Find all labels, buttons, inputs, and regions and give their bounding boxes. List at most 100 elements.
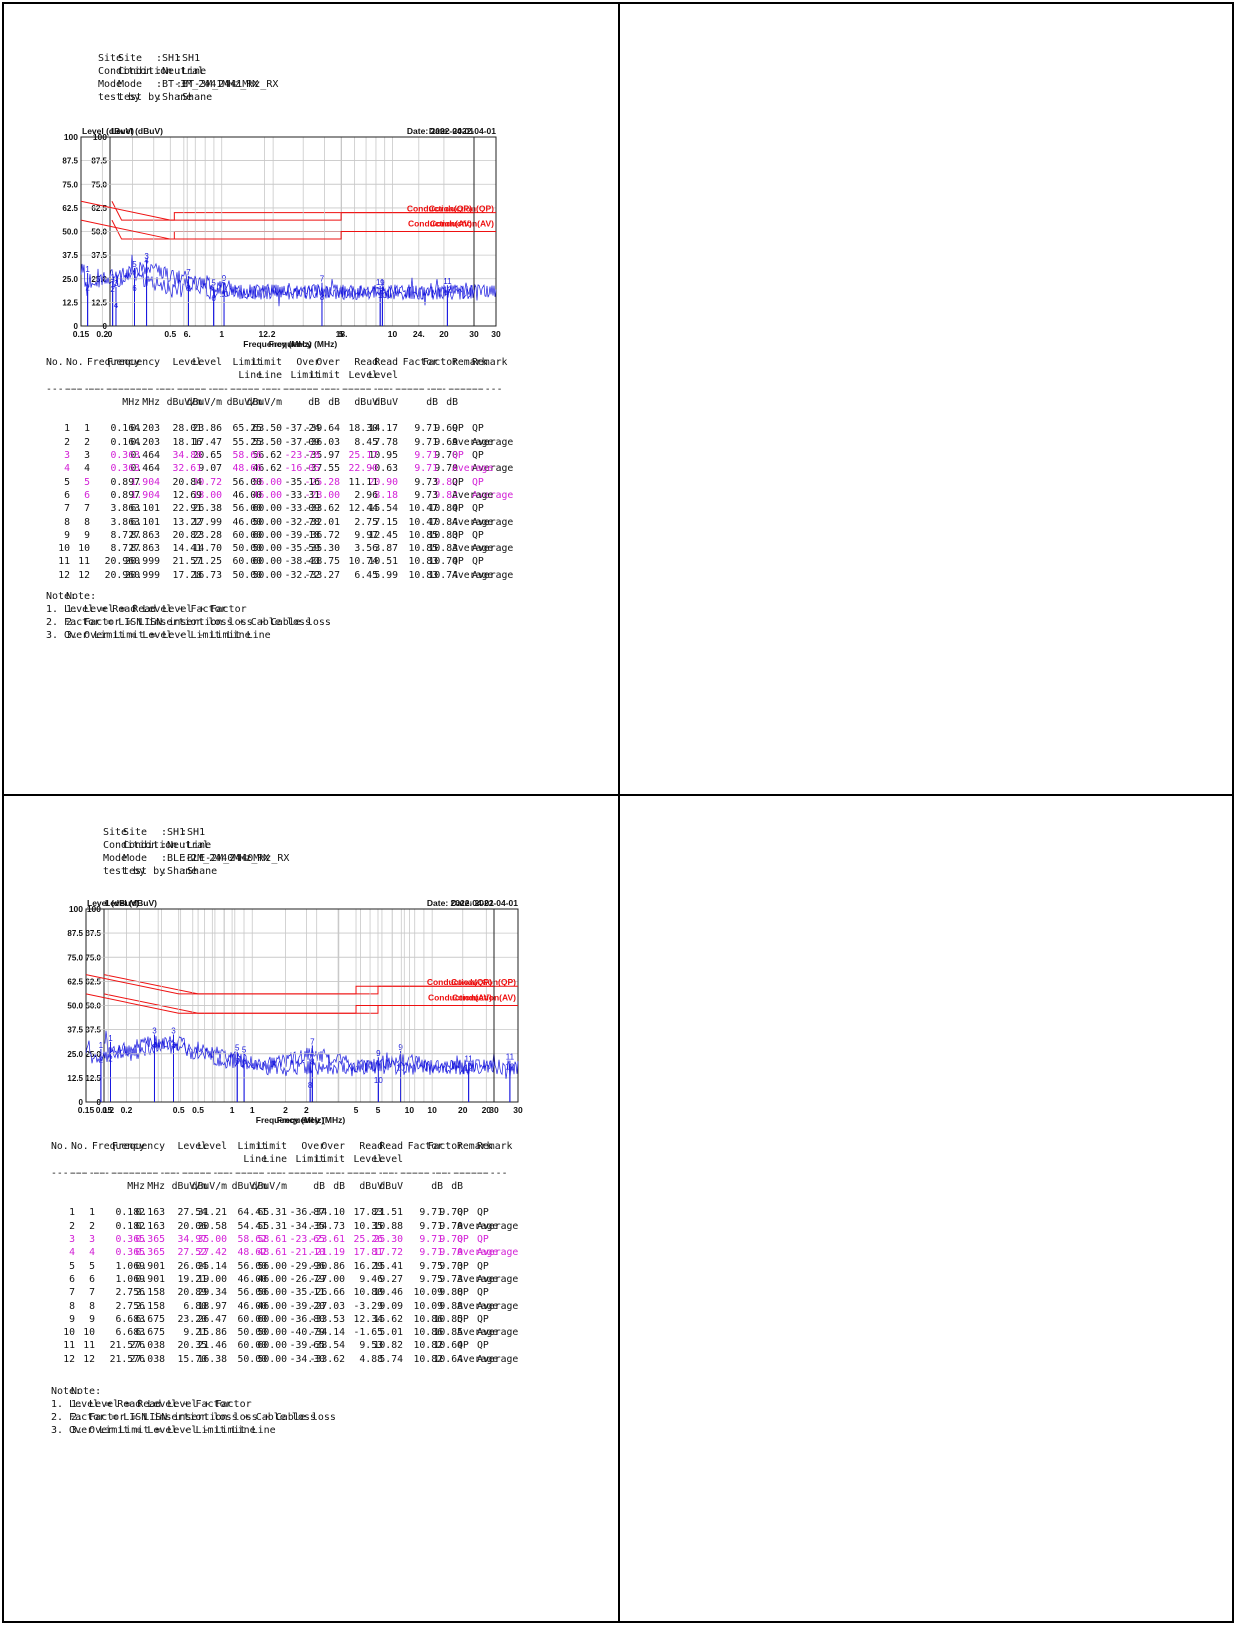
header-key: Mode [118,79,143,90]
notes: Note: 1. Level = Read Level + Factor 2. Fa… [46,590,311,642]
header-key: Mode [103,853,128,864]
table-row: 6 0.901 19.00 46.00 -27.00 9.27 9.73 Average [71,1273,533,1286]
cell-fr: 0.897 [110,476,141,488]
cell-fc: 9.70 [439,1234,463,1246]
cell-fr: 8.863 [130,529,161,541]
cell-ov: -21.10 [289,1247,325,1259]
cell-rm: Remark [457,1141,493,1152]
note-title: Note: [46,591,77,602]
header-colon: : [156,66,163,77]
cell-fc: 10.64 [433,1353,464,1365]
cell-rd: 5.74 [379,1353,403,1365]
table-header-row: No. Frequency Level Limit Over Read Factor Rema… [46,356,508,369]
cell-fr: MHz [147,1180,165,1192]
cell-lv: 14.41 [172,543,203,555]
cell-lim: 60.00 [252,503,283,515]
cell-fr: 27.038 [129,1340,165,1352]
cell-no: 8 [69,1300,75,1312]
cell-ov: -37.55 [304,463,340,475]
cell-ov: -38.54 [309,1340,345,1352]
cell-fr: 0.365 [115,1234,146,1246]
cell-rm: Remark [472,357,508,368]
cell-no: 3 [84,450,90,462]
cell-no: 7 [89,1287,95,1299]
cell-lv: 23.28 [192,529,223,541]
header-key: test by [98,92,141,103]
cell-fr: 2.158 [135,1287,166,1299]
cell-lv: 20.89 [177,1287,208,1299]
cell-rd: 14.17 [368,423,399,435]
cell-fc: 10.85 [408,529,439,541]
cell-rm: Average [472,543,514,555]
cell-ov: -36.03 [304,436,340,448]
cell-no: 3 [69,1234,75,1246]
table-row: 6 0.897 12.69 46.00 -33.31 2.96 9.73 Average [46,489,508,502]
cell-fr: 27.038 [129,1353,165,1365]
cell-rd: 9.09 [379,1300,403,1312]
table-row: 2 0.164 18.16 55.25 -37.09 8.45 9.71 Average [46,436,508,449]
cell-lv: 27.54 [177,1207,208,1219]
cell-lv: 20.82 [172,529,203,541]
cell-ov: Limit [315,1154,346,1166]
header-row-condition: Condition:Neutral [98,65,258,78]
results-table: No. Frequency Level Limit Over Read Factor Rema… [46,356,508,582]
cell-fc: 10.82 [413,1353,444,1365]
cell-lim: 50.00 [257,1327,288,1339]
header-colon: : [176,66,183,77]
table-row: 12 20.999 16.73 50.00 -33.27 5.99 10.74 Average [66,569,528,582]
cell-fc: 9.71 [419,1207,443,1219]
cell-lv: 20.58 [197,1220,228,1232]
cell-no: 9 [69,1313,75,1325]
cell-lv: 21.46 [197,1340,228,1352]
cell-fr: Frequency [91,1141,145,1152]
cell-no: 11 [58,556,70,568]
cell-rd: 10.51 [368,556,399,568]
cell-ov: -34.73 [309,1220,345,1232]
cell-fr: 20.960 [104,569,140,581]
cell-no: 11 [78,556,90,568]
header-colon: : [156,79,163,90]
cell-no: 6 [69,1273,75,1285]
cell-no: 9 [84,529,90,541]
notes: Note: 1. Level = Read Level + Factor 2. Fa… [71,1385,336,1437]
cell-rd: 6.45 [354,569,378,581]
table-row: 8 2.756 6.80 46.00 -39.20 -3.29 10.09 Average [51,1300,513,1313]
cell-fc: 9.73 [439,1273,463,1285]
cell-ov: -35.97 [304,450,340,462]
cell-rd: 9.53 [359,1340,383,1352]
cell-rm: QP [452,556,464,568]
cell-no: 8 [89,1300,95,1312]
cell-rm: Average [457,1353,499,1365]
header-row-mode: Mode:BLE-2M_2440MHz_RX [123,852,289,865]
cell-lim: 60.00 [237,1340,268,1352]
cell-no: 7 [84,503,90,515]
cell-lim: Line [238,370,262,382]
cell-no: 5 [69,1260,75,1272]
header-colon: : [176,92,183,103]
cell-ov: -27.00 [309,1273,345,1285]
table-header-row: No. Frequency Level Limit Over Read Factor Rema… [51,1140,513,1153]
cell-rm: Remark [452,357,488,368]
cell-rd: 9.46 [359,1273,383,1285]
cell-lim: 53.50 [252,436,283,448]
cell-ov: -39.20 [289,1300,325,1312]
cell-lv: 27.52 [177,1247,208,1259]
cell-lv: 19.00 [197,1273,228,1285]
cell-no: 9 [64,529,70,541]
table-row: 7 2.158 29.34 56.00 -26.66 19.46 9.88 QP [71,1286,533,1299]
cell-no: 9 [89,1313,95,1325]
cell-lv: Level [192,357,223,368]
cell-no: No. [46,357,64,368]
table-row: 11 27.038 21.46 60.00 -38.54 10.82 10.64 QP [71,1339,533,1352]
table-row: 5 0.897 20.84 56.00 -35.16 11.11 9.73 QP [46,476,508,489]
cell-fr: 0.365 [135,1247,166,1259]
cell-ov: -33.27 [304,569,340,581]
table-row: 4 0.365 27.52 48.62 -21.10 17.81 9.71 Average [51,1246,513,1259]
header-key: Mode [123,853,148,864]
header-value-mode: BT-3M_2441MHz_RX [162,79,259,90]
separator-text: ------ ----------- -------- -------- ---… [71,1167,508,1179]
cell-lv: 20.06 [177,1220,208,1232]
test-info-header: Site:SH1 Condition:Line Mode:BT-3M_2441MHz… [118,52,278,104]
cell-no: 10 [83,1327,95,1339]
cell-rd: dBuV [379,1180,403,1192]
